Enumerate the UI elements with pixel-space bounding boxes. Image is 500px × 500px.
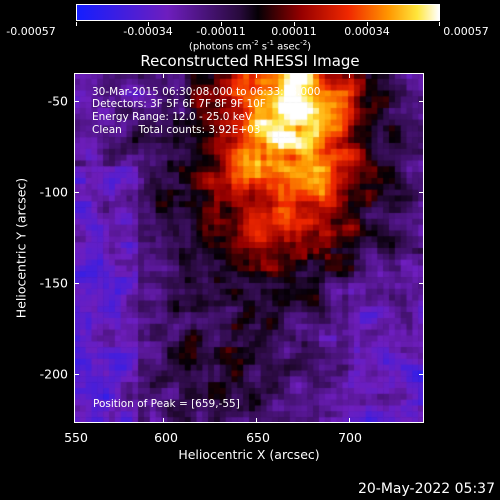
x-tick-label: 650 bbox=[246, 430, 270, 445]
info-time-range: 30-Mar-2015 06:30:08.000 to 06:33:08.000 bbox=[92, 86, 321, 98]
colorbar-tick bbox=[294, 22, 295, 26]
colorbar bbox=[76, 4, 440, 21]
info-clean-counts: Clean Total counts: 3.92E+03 bbox=[92, 124, 261, 136]
x-tick bbox=[256, 73, 257, 78]
x-tick-label: 700 bbox=[338, 430, 362, 445]
colorbar-units: (photons cm-2 s-1 asec-2) bbox=[188, 39, 312, 53]
y-tick bbox=[419, 283, 424, 284]
y-tick bbox=[74, 283, 79, 284]
x-tick bbox=[349, 418, 350, 423]
colorbar-tick bbox=[439, 22, 440, 26]
colorbar-tick bbox=[221, 22, 222, 26]
colorbar-label: 0.00057 bbox=[443, 25, 489, 38]
x-tick-label: 550 bbox=[64, 430, 88, 445]
image-canvas bbox=[74, 73, 424, 423]
info-detectors: Detectors: 3F 5F 6F 7F 8F 9F 10F bbox=[92, 98, 266, 110]
colorbar-tick bbox=[76, 22, 77, 26]
colorbar-label: -0.00057 bbox=[6, 25, 56, 38]
y-tick bbox=[419, 192, 424, 193]
x-tick bbox=[256, 418, 257, 423]
y-tick bbox=[74, 374, 79, 375]
colorbar-label: 0.00011 bbox=[271, 25, 317, 38]
y-tick-label: -50 bbox=[47, 93, 68, 109]
y-tick-label: -200 bbox=[39, 366, 68, 382]
y-tick-label: -100 bbox=[39, 184, 68, 200]
y-tick bbox=[74, 101, 79, 102]
colorbar-label: -0.00034 bbox=[123, 25, 173, 38]
x-axis-title: Heliocentric X (arcsec) bbox=[178, 447, 320, 462]
y-axis-title: Heliocentric Y (arcsec) bbox=[13, 177, 29, 319]
y-tick bbox=[419, 374, 424, 375]
image-title: Reconstructed RHESSI Image bbox=[140, 52, 360, 70]
y-tick bbox=[419, 101, 424, 102]
colorbar-label: -0.00011 bbox=[196, 25, 246, 38]
rhessi-image bbox=[74, 73, 424, 423]
colorbar-label: 0.00034 bbox=[344, 25, 390, 38]
peak-position: Position of Peak = [659,-55] bbox=[93, 398, 240, 410]
colorbar-tick bbox=[148, 22, 149, 26]
colorbar-tick bbox=[367, 22, 368, 26]
x-tick bbox=[349, 73, 350, 78]
x-tick-label: 600 bbox=[154, 430, 178, 445]
y-tick-label: -150 bbox=[39, 275, 68, 291]
x-tick bbox=[74, 418, 75, 423]
x-tick bbox=[163, 418, 164, 423]
y-tick bbox=[74, 192, 79, 193]
info-energy-range: Energy Range: 12.0 - 25.0 keV bbox=[92, 111, 253, 123]
x-tick bbox=[163, 73, 164, 78]
timestamp: 20-May-2022 05:37 bbox=[357, 481, 495, 497]
